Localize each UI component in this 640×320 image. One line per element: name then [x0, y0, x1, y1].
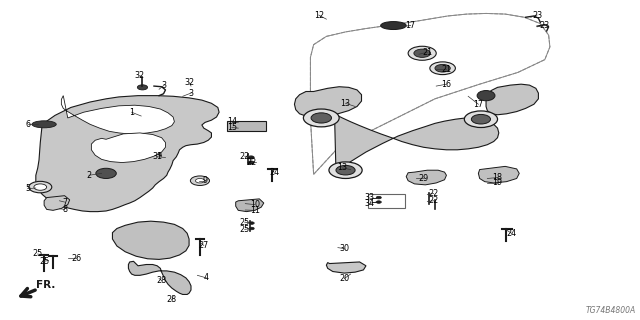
- Polygon shape: [236, 199, 264, 212]
- Text: 14: 14: [227, 116, 237, 126]
- Polygon shape: [330, 96, 499, 172]
- Text: 22: 22: [246, 158, 256, 167]
- Circle shape: [249, 222, 254, 224]
- Circle shape: [376, 201, 381, 203]
- Polygon shape: [113, 221, 189, 260]
- Text: 27: 27: [198, 241, 209, 250]
- Text: 28: 28: [167, 295, 177, 304]
- Text: 34: 34: [365, 199, 375, 208]
- Polygon shape: [486, 84, 538, 115]
- Text: 33: 33: [365, 193, 375, 202]
- Polygon shape: [92, 133, 166, 163]
- Circle shape: [138, 85, 148, 90]
- Text: 29: 29: [419, 174, 429, 183]
- Text: 25: 25: [239, 218, 250, 227]
- Polygon shape: [326, 262, 366, 273]
- Circle shape: [329, 162, 362, 179]
- Circle shape: [190, 176, 209, 186]
- Text: TG74B4800A: TG74B4800A: [586, 306, 636, 315]
- Text: 21: 21: [422, 48, 433, 57]
- Text: 10: 10: [250, 200, 260, 209]
- Circle shape: [336, 165, 355, 175]
- Text: 6: 6: [25, 120, 30, 129]
- Text: 18: 18: [493, 173, 502, 182]
- Polygon shape: [227, 121, 266, 131]
- Polygon shape: [61, 96, 174, 134]
- Polygon shape: [36, 96, 219, 212]
- Bar: [368, 195, 405, 208]
- Text: 26: 26: [71, 254, 81, 263]
- Circle shape: [34, 184, 47, 190]
- Circle shape: [248, 161, 254, 164]
- Circle shape: [29, 181, 52, 193]
- Circle shape: [435, 64, 451, 72]
- Text: 22: 22: [239, 152, 250, 161]
- Text: 13: 13: [340, 99, 351, 108]
- Text: 22: 22: [429, 189, 439, 198]
- Text: 11: 11: [250, 206, 260, 215]
- Text: 7: 7: [62, 197, 67, 206]
- Circle shape: [311, 113, 332, 123]
- Circle shape: [430, 62, 456, 75]
- Polygon shape: [44, 196, 70, 210]
- Text: 30: 30: [339, 244, 349, 253]
- Text: 25: 25: [33, 250, 43, 259]
- Text: 28: 28: [157, 276, 166, 285]
- Circle shape: [248, 156, 254, 159]
- Circle shape: [249, 227, 254, 230]
- Text: 24: 24: [506, 229, 516, 238]
- Circle shape: [471, 115, 490, 124]
- Text: 13: 13: [337, 164, 348, 172]
- Ellipse shape: [477, 91, 495, 101]
- Text: 3: 3: [162, 81, 166, 90]
- Circle shape: [465, 111, 497, 127]
- Text: 20: 20: [339, 274, 349, 283]
- Circle shape: [414, 49, 431, 57]
- Circle shape: [195, 179, 204, 183]
- Text: 16: 16: [442, 80, 451, 89]
- Text: 5: 5: [25, 184, 30, 193]
- Text: 9: 9: [202, 176, 207, 185]
- Text: 1: 1: [129, 108, 134, 117]
- Circle shape: [303, 109, 339, 127]
- Text: 31: 31: [152, 152, 162, 161]
- Text: 24: 24: [269, 168, 279, 177]
- Circle shape: [376, 196, 381, 199]
- Text: 15: 15: [227, 123, 237, 132]
- Text: 19: 19: [492, 179, 502, 188]
- Circle shape: [408, 46, 436, 60]
- Text: 17: 17: [406, 21, 416, 30]
- Polygon shape: [478, 166, 519, 183]
- Text: 23: 23: [532, 11, 542, 20]
- Text: 8: 8: [62, 205, 67, 214]
- Polygon shape: [294, 87, 362, 117]
- Text: FR.: FR.: [36, 280, 55, 290]
- Polygon shape: [129, 261, 191, 294]
- Text: 21: 21: [442, 65, 451, 74]
- Text: 12: 12: [314, 11, 324, 20]
- Text: 23: 23: [540, 21, 550, 30]
- Text: 4: 4: [204, 273, 209, 282]
- Text: 17: 17: [474, 100, 483, 109]
- Text: 2: 2: [86, 171, 92, 180]
- Text: 32: 32: [185, 78, 195, 87]
- Text: 25: 25: [39, 257, 49, 266]
- Text: 22: 22: [429, 196, 439, 205]
- Text: 25: 25: [239, 225, 250, 234]
- Text: 32: 32: [135, 71, 145, 80]
- Ellipse shape: [381, 21, 406, 29]
- Circle shape: [96, 168, 116, 179]
- Ellipse shape: [32, 121, 56, 128]
- Text: 3: 3: [189, 89, 193, 98]
- Polygon shape: [406, 170, 447, 185]
